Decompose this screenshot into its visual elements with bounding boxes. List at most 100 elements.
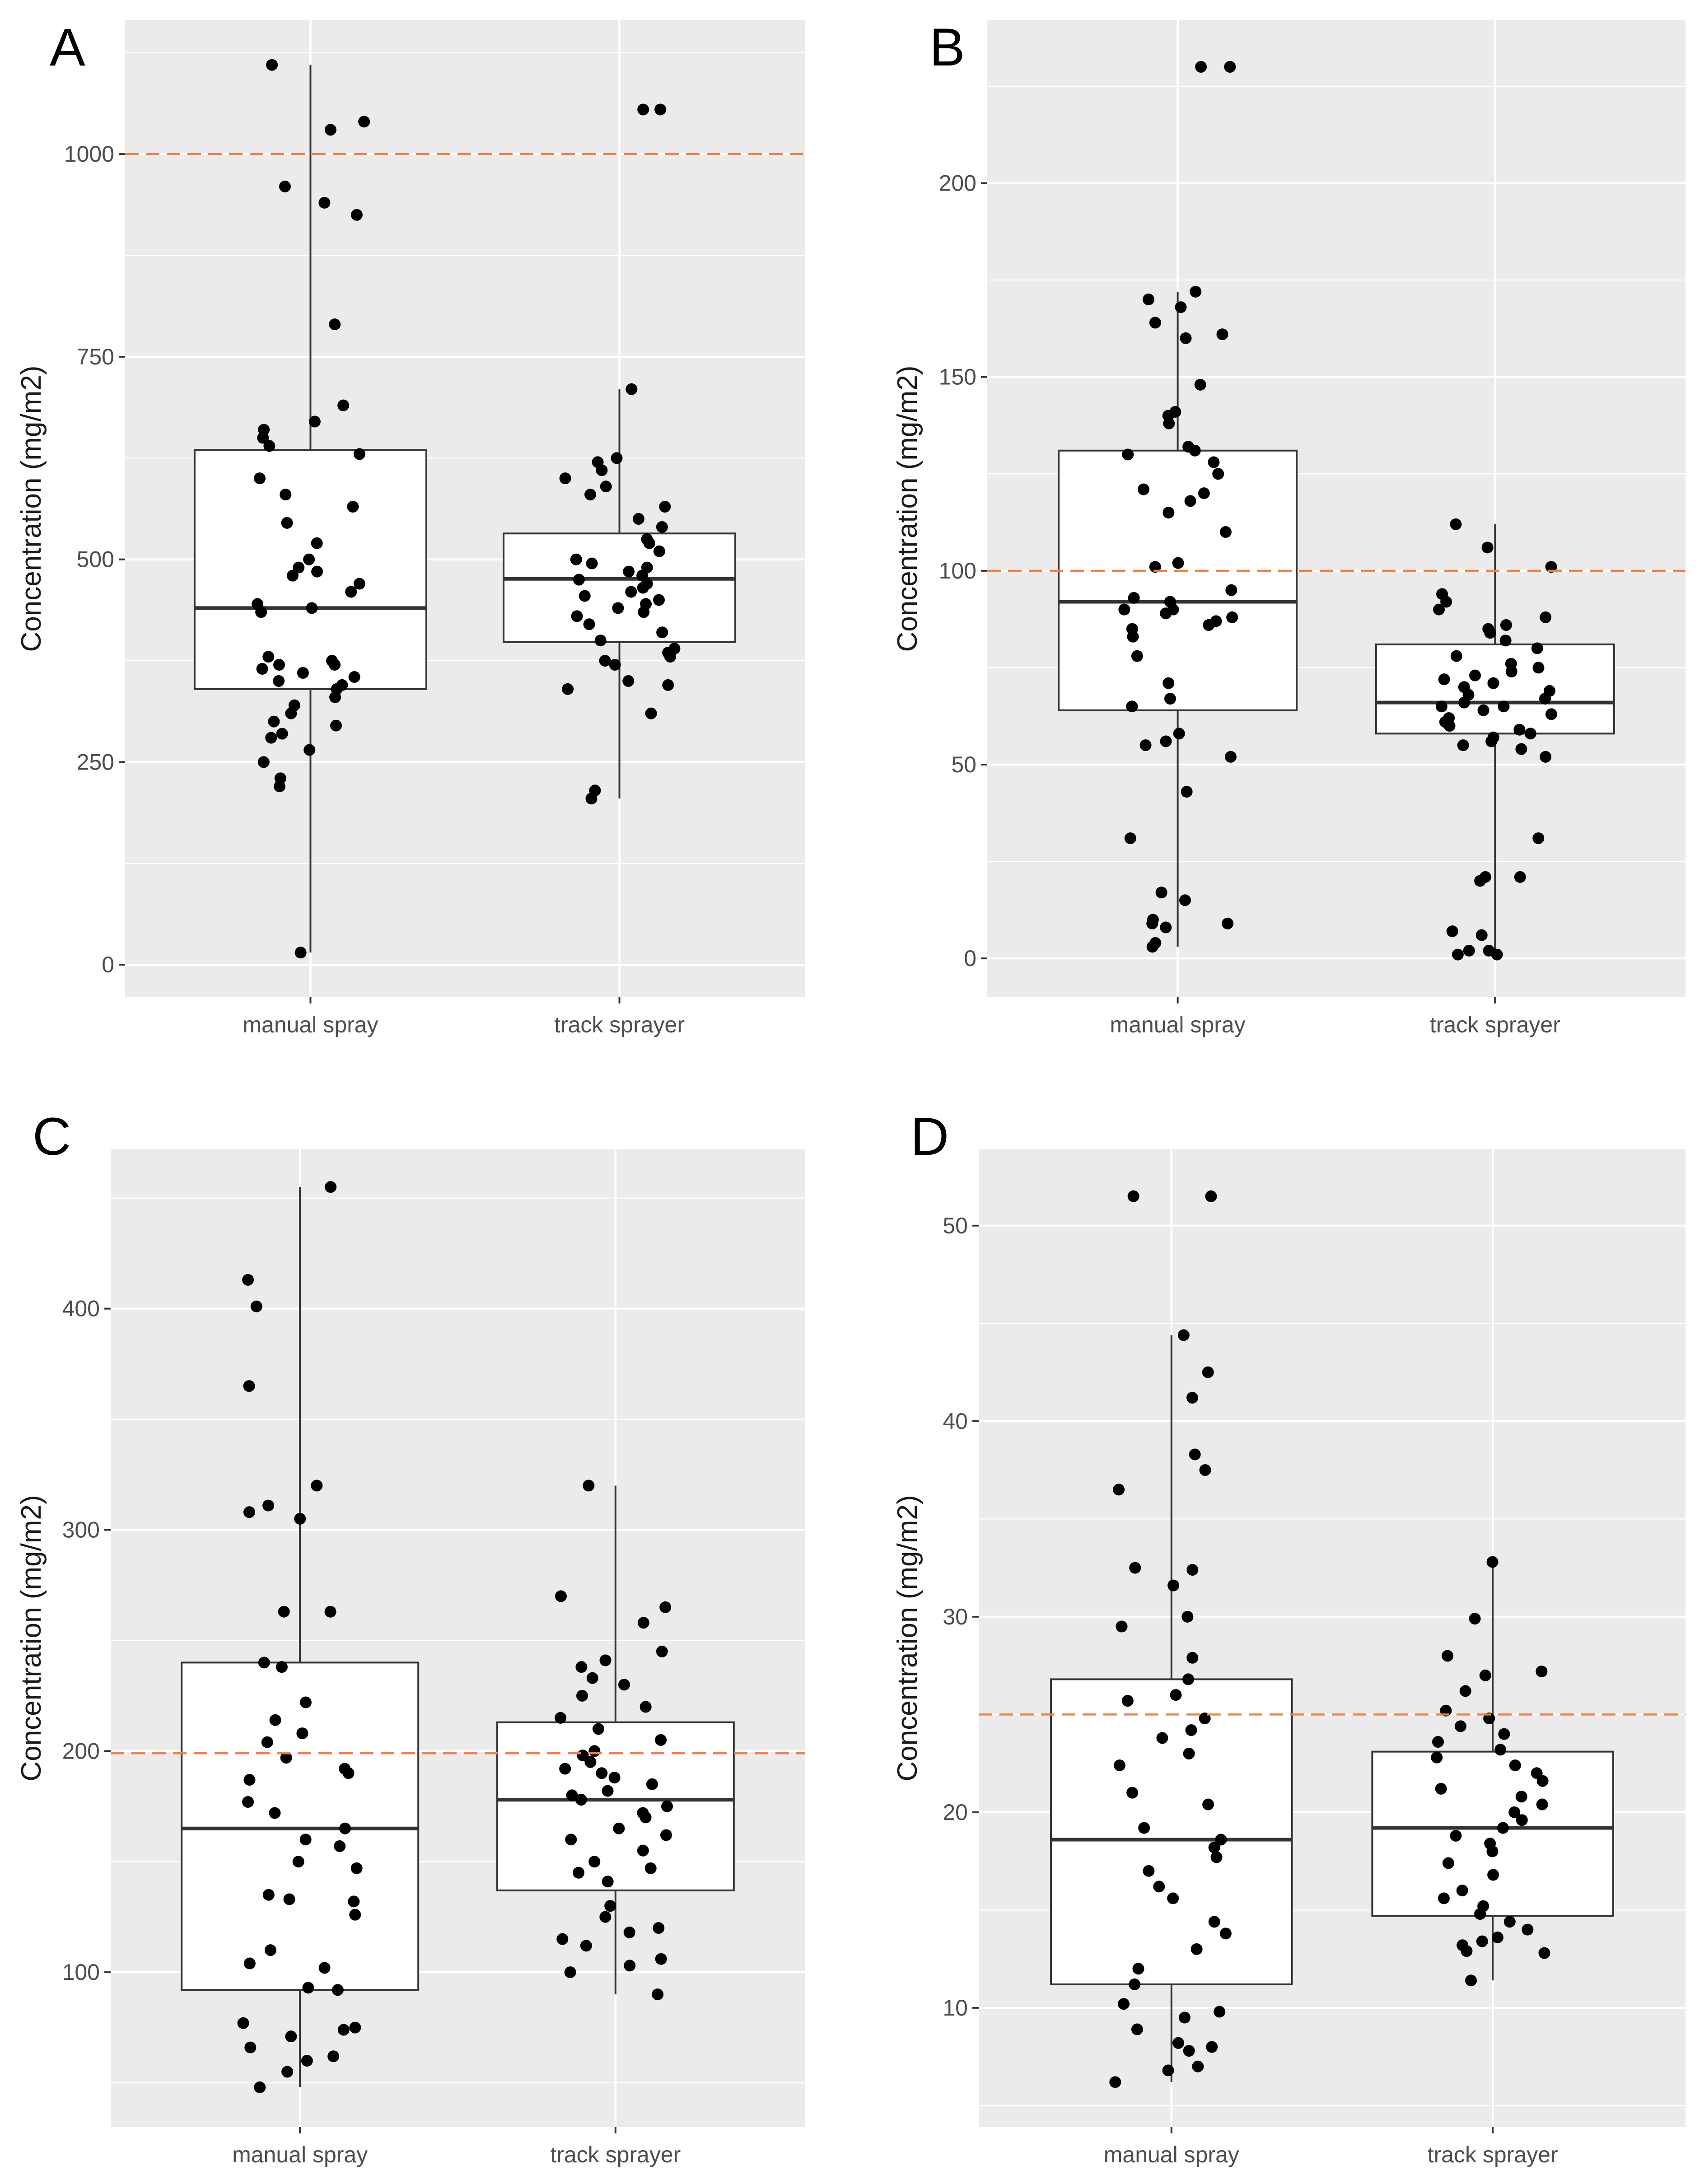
data-point (1435, 700, 1447, 713)
y-tick-label: 200 (939, 171, 976, 196)
data-point (331, 1984, 344, 1996)
data-point (599, 1911, 612, 1923)
y-tick-label: 50 (943, 1213, 968, 1238)
data-point (1172, 557, 1184, 569)
data-point (637, 1844, 649, 1857)
y-tick-label: 250 (77, 749, 114, 775)
data-point (1514, 871, 1526, 883)
data-point (1143, 294, 1155, 305)
data-point (579, 590, 591, 602)
data-point (286, 569, 299, 582)
panel-letter: B (929, 18, 965, 77)
data-point (1486, 1556, 1499, 1568)
points-manual-spray (237, 1181, 363, 2093)
data-point (1458, 681, 1470, 693)
data-point (1170, 1689, 1182, 1701)
points-manual-spray (1109, 1190, 1232, 2088)
data-point (600, 481, 612, 493)
data-point (1198, 487, 1210, 499)
data-point (604, 1900, 616, 1912)
panel-letter: A (50, 18, 85, 77)
data-point (573, 1867, 585, 1879)
data-point (278, 1605, 290, 1618)
data-point (1452, 948, 1464, 961)
data-point (273, 675, 285, 687)
data-point (1515, 743, 1527, 755)
data-point (637, 1807, 649, 1819)
data-point (1164, 693, 1176, 705)
data-point (646, 1778, 658, 1790)
data-point (571, 610, 583, 622)
data-point (329, 318, 341, 331)
data-point (1225, 751, 1237, 763)
data-point (1487, 1869, 1499, 1881)
data-point (1149, 937, 1162, 949)
data-point (1442, 1650, 1454, 1662)
data-point (1182, 441, 1195, 453)
y-tick-label: 0 (102, 952, 114, 977)
box-iqr (1371, 1750, 1614, 1917)
data-point (584, 1756, 597, 1768)
y-tick-label: 750 (77, 344, 114, 369)
data-point (1433, 603, 1445, 616)
data-point (311, 565, 323, 578)
data-point (637, 103, 649, 116)
data-point (1483, 945, 1495, 957)
data-point (1172, 2037, 1184, 2049)
y-tick-label: 200 (62, 1738, 100, 1764)
data-point (1162, 507, 1175, 519)
data-point (1497, 1822, 1509, 1834)
data-point (243, 1506, 256, 1518)
data-point (1126, 623, 1138, 635)
data-point (281, 517, 293, 529)
data-point (1515, 1791, 1527, 1803)
data-point (602, 1876, 614, 1888)
data-point (303, 744, 316, 756)
data-point (1435, 1783, 1447, 1795)
data-point (1214, 2006, 1226, 2018)
data-point (269, 1807, 281, 1819)
data-point (1205, 1190, 1217, 1202)
data-point (656, 521, 668, 533)
data-point (555, 1712, 567, 1724)
data-point (1481, 541, 1494, 554)
data-point (254, 2081, 266, 2093)
y-tick-label: 30 (943, 1604, 968, 1629)
data-point (655, 1734, 667, 1746)
data-point (337, 2024, 350, 2036)
y-tick-label: 0 (964, 946, 976, 971)
data-point (1498, 1728, 1510, 1740)
data-point (1155, 887, 1167, 899)
panel-letter: C (33, 1107, 71, 1167)
points-manual-spray (252, 59, 370, 959)
data-point (584, 489, 597, 501)
data-point (1436, 588, 1448, 600)
data-point (297, 667, 309, 679)
box-iqr (1375, 643, 1615, 735)
data-point (556, 1933, 569, 1945)
y-axis-label: Concentration (mg/m2) (892, 1495, 923, 1781)
data-point (1459, 1685, 1471, 1697)
data-point (655, 1953, 667, 1965)
data-point (1194, 378, 1206, 391)
data-point (645, 707, 657, 719)
data-point (623, 1926, 635, 1938)
box-iqr (496, 1721, 735, 1891)
data-point (1181, 786, 1193, 798)
data-point (580, 1940, 592, 1952)
y-tick-label: 20 (943, 1800, 968, 1825)
data-point (1477, 1900, 1489, 1912)
data-point (1210, 615, 1222, 627)
data-point (1167, 1579, 1180, 1591)
data-point (308, 415, 321, 428)
data-point (311, 1479, 323, 1492)
data-point (1545, 708, 1557, 720)
data-point (275, 1661, 288, 1673)
data-point (1195, 61, 1207, 73)
data-point (559, 1763, 571, 1775)
data-point (573, 574, 585, 586)
data-point (1538, 1947, 1550, 1959)
data-point (345, 586, 357, 598)
data-point (273, 659, 285, 671)
data-point (660, 1829, 672, 1841)
